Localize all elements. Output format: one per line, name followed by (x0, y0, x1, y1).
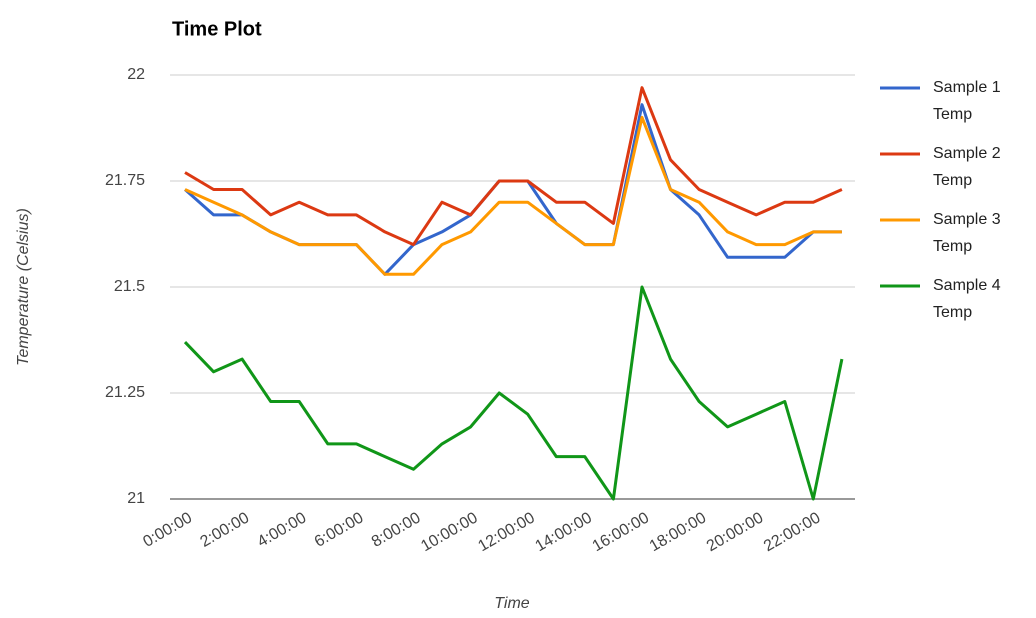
x-axis-title: Time (494, 595, 530, 612)
x-tick-label: 12:00:00 (475, 509, 538, 555)
x-tick-label: 0:00:00 (140, 509, 195, 550)
x-tick-label: 16:00:00 (590, 509, 653, 555)
y-axis-title: Temperature (Celsius) (15, 208, 32, 366)
x-tick-label: 6:00:00 (312, 509, 367, 550)
legend-label: Sample 2 Temp (933, 145, 1001, 189)
y-tick-label: 21 (127, 490, 145, 507)
x-tick-label: 20:00:00 (704, 509, 767, 555)
legend-label: Sample 3 Temp (933, 211, 1001, 255)
legend-label: Sample 1 Temp (933, 79, 1001, 123)
x-tick-label: 10:00:00 (418, 509, 481, 555)
series-line (184, 115, 842, 276)
legend-label: Sample 4 Temp (933, 277, 1001, 321)
y-tick-label: 21.25 (105, 384, 145, 401)
x-tick-label: 8:00:00 (369, 509, 424, 550)
series-line (183, 285, 844, 501)
x-tick-label: 22:00:00 (761, 509, 824, 555)
x-tick-label: 2:00:00 (197, 509, 252, 550)
x-tick-label: 18:00:00 (647, 509, 710, 555)
x-tick-label: 4:00:00 (255, 509, 310, 550)
chart-title: Time Plot (172, 18, 262, 40)
y-tick-label: 21.75 (105, 172, 145, 189)
series-line (184, 86, 843, 247)
x-tick-label: 14:00:00 (533, 509, 596, 555)
y-tick-label: 22 (127, 66, 145, 83)
y-tick-label: 21.5 (114, 278, 145, 295)
series-line (184, 103, 842, 276)
